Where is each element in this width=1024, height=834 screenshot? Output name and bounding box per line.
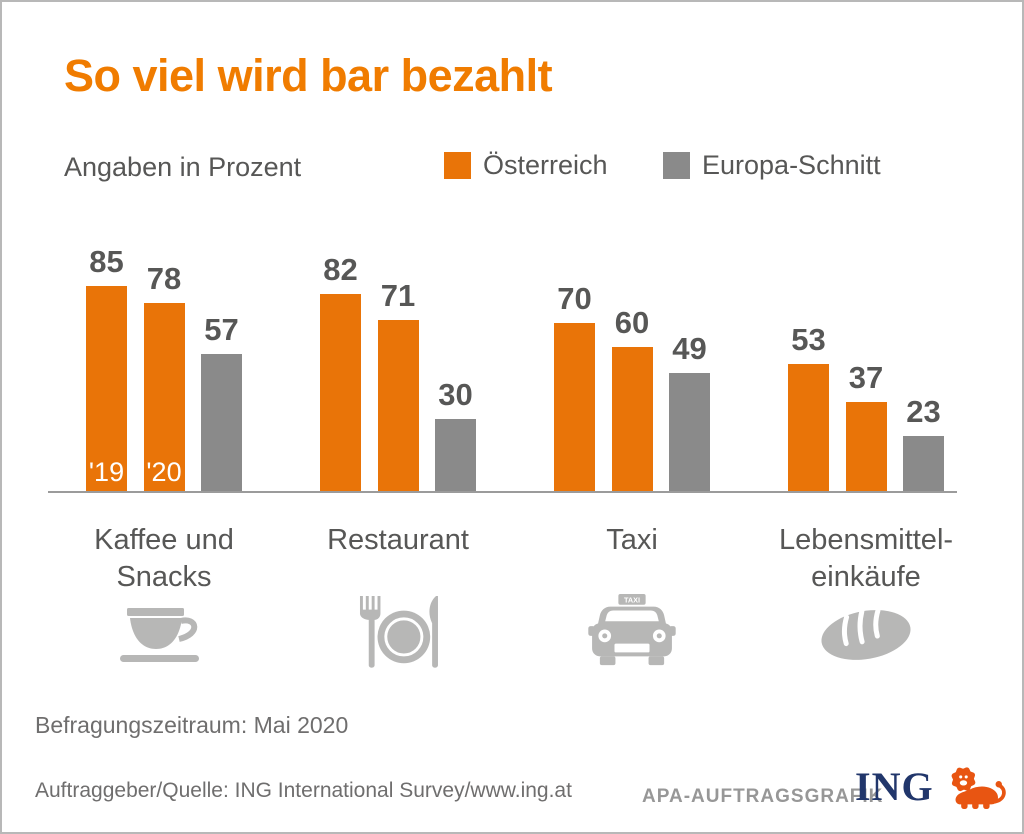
- bread-loaf-icon: [816, 602, 916, 668]
- category-label-lebensmitteleinkaeufe: Lebensmittel-einkäufe: [778, 524, 954, 593]
- category-label-kaffee-und-snacks: Kaffee und Snacks: [94, 524, 234, 593]
- bar-value-label: 53: [791, 322, 826, 357]
- bar-value-label: 37: [848, 360, 884, 395]
- bar-at20-restaurant: [377, 320, 419, 492]
- coffee-cup-icon: [118, 606, 210, 668]
- bar-eu-restaurant: [435, 419, 476, 492]
- legend-item-austria: Österreich: [444, 149, 608, 181]
- bar-value-label: 85: [89, 244, 124, 279]
- ing-logo: ING: [855, 760, 1007, 814]
- legend-label-austria: Österreich: [483, 149, 608, 180]
- bar-value-label: 57: [204, 312, 239, 347]
- ing-wordmark: ING: [855, 764, 934, 809]
- bar-at19-restaurant: [320, 294, 361, 492]
- bar-value-label: 23: [906, 394, 941, 429]
- bar-year-label: '20: [146, 457, 182, 487]
- bar-at20-taxi: [611, 347, 653, 492]
- category-label-taxi: Taxi: [606, 524, 658, 556]
- chart-title: So viel wird bar bezahlt: [64, 50, 553, 101]
- taxi-car-icon: [588, 594, 676, 668]
- restaurant-cutlery-icon: [352, 594, 444, 672]
- bar-at20-lebensmitteleinkaeufe: [845, 402, 887, 492]
- legend-label-europe: Europa-Schnitt: [702, 149, 881, 180]
- source-note: Auftraggeber/Quelle: ING International S…: [35, 779, 572, 802]
- survey-period-note: Befragungszeitraum: Mai 2020: [35, 712, 349, 738]
- ing-lion-icon: [951, 767, 1006, 809]
- bar-eu-kaffee-und-snacks: [201, 354, 242, 492]
- bar-eu-lebensmitteleinkaeufe: [903, 436, 944, 492]
- bar-value-label: 82: [323, 252, 358, 287]
- bar-chart: '19 85 '20 78 57 82 71 30 70 60 49 53 37 23: [2, 2, 1022, 492]
- bar-eu-taxi: [669, 373, 710, 492]
- bar-value-label: 60: [614, 305, 650, 340]
- x-axis-line: [48, 491, 957, 493]
- category-label-restaurant: Restaurant: [327, 524, 469, 556]
- bar-value-label: 49: [672, 331, 707, 366]
- bar-at19-taxi: [554, 323, 595, 492]
- units-note: Angaben in Prozent: [64, 152, 302, 182]
- bar-value-label: 71: [380, 278, 416, 313]
- bar-at19-kaffee-und-snacks: '19: [86, 286, 127, 492]
- legend-item-europe: Europa-Schnitt: [663, 149, 881, 181]
- bar-at20-kaffee-und-snacks: '20: [143, 303, 185, 492]
- legend-swatch-austria: [444, 151, 471, 179]
- bar-value-label: 78: [146, 261, 182, 296]
- apa-credit: APA-AUFTRAGSGRAFIK: [642, 786, 884, 807]
- bar-year-label: '19: [88, 457, 125, 487]
- bar-value-label: 30: [438, 377, 473, 412]
- legend-swatch-europe: [663, 151, 690, 179]
- bar-value-label: 70: [557, 281, 592, 316]
- bar-at19-lebensmitteleinkaeufe: [788, 364, 829, 492]
